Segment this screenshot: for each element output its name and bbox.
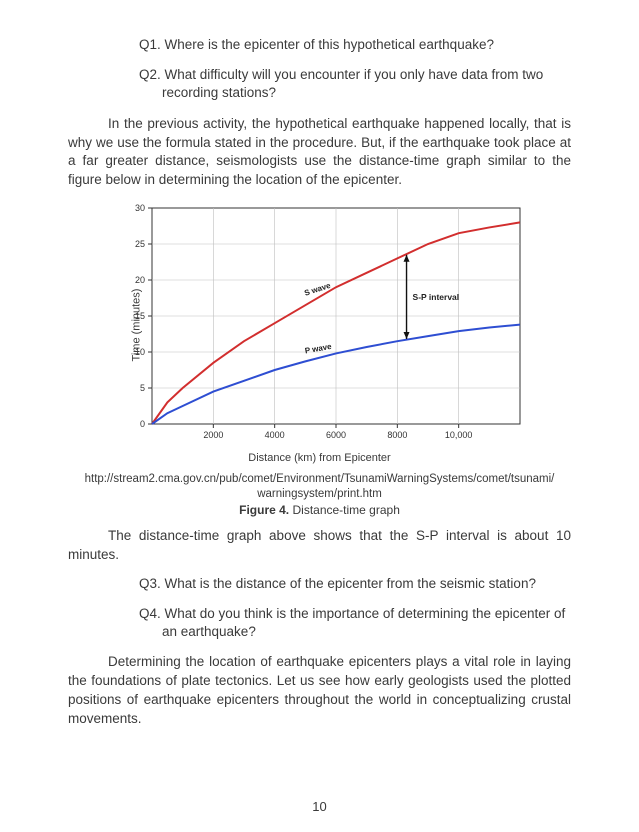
- page-number: 10: [0, 799, 639, 814]
- figure-number: Figure 4.: [239, 503, 289, 517]
- svg-text:0: 0: [139, 419, 144, 429]
- chart-container: Time (minutes) 0510152025302000400060008…: [110, 200, 530, 464]
- chart-source-url: http://stream2.cma.gov.cn/pub/comet/Envi…: [68, 472, 571, 501]
- svg-text:S-P interval: S-P interval: [412, 292, 459, 302]
- intro-paragraph: In the previous activity, the hypothetic…: [68, 115, 571, 191]
- question-block-bottom: Q3. What is the distance of the epicente…: [114, 575, 571, 642]
- svg-text:25: 25: [134, 239, 144, 249]
- distance-time-chart: Time (minutes) 0510152025302000400060008…: [110, 200, 530, 450]
- closing-paragraph: Determining the location of earthquake e…: [68, 653, 571, 729]
- svg-text:8000: 8000: [387, 430, 407, 440]
- figure-caption: Figure 4. Distance-time graph: [68, 503, 571, 517]
- q3-label: Q3.: [139, 576, 161, 591]
- svg-text:30: 30: [134, 203, 144, 213]
- q3-text: What is the distance of the epicenter fr…: [165, 576, 536, 591]
- question-3: Q3. What is the distance of the epicente…: [114, 575, 571, 593]
- svg-text:2000: 2000: [203, 430, 223, 440]
- q2-text: What difficulty will you encounter if yo…: [162, 67, 543, 100]
- question-2: Q2. What difficulty will you encounter i…: [114, 66, 571, 102]
- after-chart-paragraph: The distance-time graph above shows that…: [68, 527, 571, 565]
- question-block-top: Q1. Where is the epicenter of this hypot…: [114, 36, 571, 103]
- q1-text: Where is the epicenter of this hypotheti…: [165, 37, 494, 52]
- source-line-1: http://stream2.cma.gov.cn/pub/comet/Envi…: [85, 473, 555, 485]
- document-page: Q1. Where is the epicenter of this hypot…: [0, 0, 639, 832]
- svg-text:5: 5: [139, 383, 144, 393]
- chart-svg: 051015202530200040006000800010,000S wave…: [110, 200, 530, 450]
- q4-label: Q4.: [139, 606, 161, 621]
- svg-text:20: 20: [134, 275, 144, 285]
- svg-text:4000: 4000: [264, 430, 284, 440]
- svg-text:6000: 6000: [325, 430, 345, 440]
- question-1: Q1. Where is the epicenter of this hypot…: [114, 36, 571, 54]
- chart-x-axis-label: Distance (km) from Epicenter: [110, 452, 530, 464]
- question-4: Q4. What do you think is the importance …: [114, 605, 571, 641]
- q2-label: Q2.: [139, 67, 161, 82]
- q4-text: What do you think is the importance of d…: [162, 606, 565, 639]
- source-line-2: warningsystem/print.htm: [257, 488, 382, 500]
- chart-y-axis-label: Time (minutes): [130, 289, 142, 362]
- svg-text:10,000: 10,000: [444, 430, 472, 440]
- q1-label: Q1.: [139, 37, 161, 52]
- figure-caption-text: Distance-time graph: [292, 503, 399, 517]
